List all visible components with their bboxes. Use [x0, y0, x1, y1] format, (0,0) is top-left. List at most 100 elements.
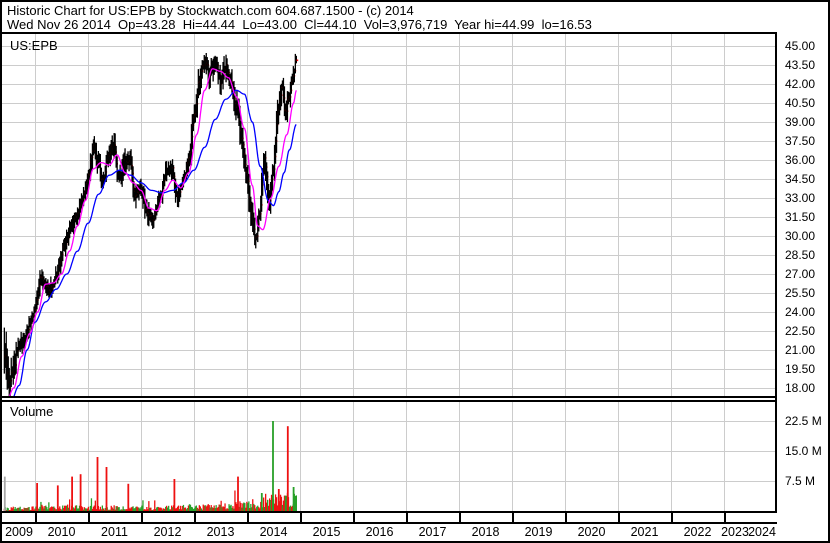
slow-ma-line	[13, 89, 297, 396]
volume-bar	[47, 509, 49, 511]
price-bar	[171, 159, 174, 180]
volume-bar	[65, 505, 67, 511]
price-bar	[164, 174, 166, 187]
volume-bar	[254, 505, 256, 511]
volume-bar	[226, 508, 228, 511]
price-bar	[275, 111, 278, 153]
price-bar	[168, 161, 170, 176]
volume-bar	[222, 506, 224, 511]
volume-bar	[124, 509, 126, 511]
price-bar	[78, 198, 81, 222]
volume-bar	[163, 508, 165, 511]
volume-bar	[60, 508, 62, 511]
price-bar	[32, 312, 34, 323]
volume-bar	[209, 507, 211, 511]
volume-bar	[92, 506, 95, 511]
volume-bar	[191, 507, 193, 511]
price-bar	[185, 161, 188, 181]
header-quote-line: Wed Nov 26 2014 Op=43.28 Hi=44.44 Lo=43.…	[7, 17, 592, 32]
price-bar	[259, 210, 261, 220]
price-bar	[157, 195, 159, 213]
volume-bar	[113, 505, 115, 511]
volume-bar	[42, 506, 44, 511]
volume-bar	[16, 508, 18, 511]
price-axis-label: 33.00	[785, 191, 816, 205]
price-bar	[116, 156, 118, 183]
volume-bar	[93, 505, 95, 511]
volume-bar	[33, 509, 35, 511]
volume-bar	[214, 508, 216, 511]
volume-bar	[98, 509, 100, 511]
price-bar	[125, 156, 127, 175]
price-bar	[190, 124, 193, 166]
price-bar	[256, 232, 258, 241]
price-axis-label: 18.00	[785, 381, 816, 395]
volume-bar	[142, 500, 144, 511]
volume-bar	[38, 508, 40, 511]
price-bar	[231, 69, 233, 93]
price-bar	[59, 256, 61, 272]
price-bar	[92, 139, 95, 156]
price-bar	[20, 331, 22, 350]
price-bar	[149, 208, 151, 221]
volume-bar	[165, 506, 167, 511]
price-axis-label: 31.50	[785, 210, 816, 224]
chart-header: Historic Chart for US:EPB by Stockwatch.…	[2, 2, 828, 34]
volume-bar	[195, 505, 197, 511]
volume-bar	[121, 509, 123, 511]
volume-bar	[282, 500, 285, 511]
price-axis-label: 45.00	[785, 39, 816, 53]
price-bar	[187, 153, 190, 174]
price-bar	[172, 165, 175, 179]
volume-bar	[279, 494, 282, 511]
volume-bar	[146, 507, 148, 511]
price-bar	[176, 191, 179, 207]
volume-bar	[188, 504, 191, 511]
volume-bar	[10, 507, 12, 511]
volume-bar	[143, 509, 145, 511]
price-bar	[175, 184, 178, 198]
price-bar	[160, 190, 162, 203]
volume-bar	[202, 504, 204, 511]
volume-bar	[241, 507, 243, 511]
price-bar	[100, 167, 102, 189]
price-bar	[77, 208, 80, 220]
volume-spike	[292, 487, 295, 511]
price-bar	[135, 183, 137, 209]
volume-spike	[105, 467, 108, 511]
price-bar	[287, 91, 290, 105]
volume-bar	[283, 495, 286, 511]
year-label: 2015	[312, 525, 341, 539]
price-bar	[194, 104, 196, 123]
price-bar	[204, 56, 206, 70]
price-bar	[40, 274, 42, 285]
volume-bar	[50, 507, 52, 511]
volume-bar	[230, 504, 232, 511]
volume-bar	[27, 507, 29, 511]
price-bar	[246, 167, 248, 184]
price-bar	[148, 202, 150, 227]
price-bar	[243, 141, 245, 169]
price-bar	[170, 160, 172, 175]
volume-bar	[248, 501, 250, 511]
price-bar	[223, 56, 225, 80]
volume-bar	[135, 506, 137, 511]
price-bar	[244, 148, 246, 172]
volume-bar	[75, 505, 78, 511]
price-bar	[52, 282, 54, 294]
volume-bar	[294, 495, 296, 511]
volume-bar	[224, 503, 226, 511]
volume-bar	[63, 508, 65, 511]
volume-bar	[193, 508, 195, 511]
volume-bar	[73, 507, 75, 511]
volume-bar	[170, 509, 172, 511]
year-label: 2024	[748, 525, 776, 539]
price-bar	[19, 338, 21, 352]
price-bar	[211, 60, 213, 74]
volume-bar	[167, 507, 169, 511]
price-bar	[202, 60, 204, 70]
price-bar	[14, 353, 16, 376]
volume-bar	[109, 509, 111, 511]
price-bar	[115, 145, 117, 168]
price-bar	[292, 66, 294, 85]
